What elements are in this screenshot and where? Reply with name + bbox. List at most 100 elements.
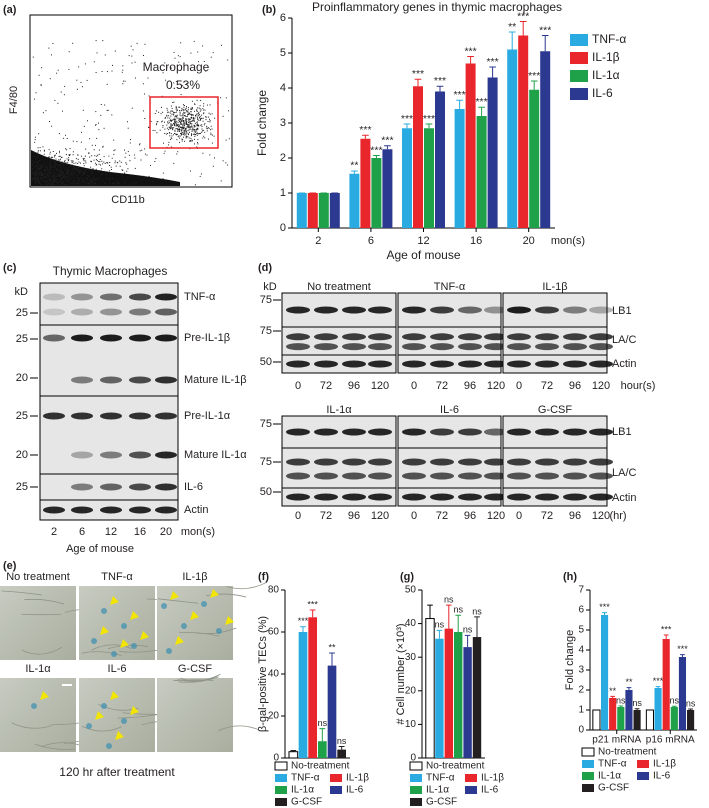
band	[71, 308, 93, 316]
arrowhead	[110, 691, 119, 700]
dot	[184, 109, 186, 111]
dot	[172, 113, 174, 115]
dot	[45, 176, 47, 178]
dot	[185, 129, 187, 131]
dot	[39, 150, 41, 152]
dot	[103, 127, 105, 129]
dot	[79, 170, 81, 172]
dot	[53, 175, 55, 177]
band	[589, 458, 613, 466]
dot	[133, 154, 135, 156]
dot	[159, 129, 161, 131]
dot	[89, 169, 91, 171]
dot	[183, 110, 185, 112]
dot	[173, 118, 175, 120]
dot	[72, 169, 74, 171]
dot	[111, 70, 113, 72]
dot	[202, 45, 204, 47]
dot	[56, 182, 58, 183]
dot	[100, 173, 102, 175]
dot	[88, 183, 89, 185]
dot	[35, 172, 37, 173]
dot	[47, 156, 49, 158]
band	[129, 506, 151, 514]
dot	[33, 155, 35, 157]
dot	[172, 134, 174, 136]
band	[100, 483, 122, 491]
blot	[39, 395, 179, 475]
dot	[51, 54, 52, 56]
dot	[39, 167, 41, 169]
dot	[35, 177, 37, 179]
band	[535, 360, 559, 368]
condition-label: IL-1β	[182, 571, 207, 583]
dot	[181, 119, 183, 121]
dot	[150, 164, 151, 166]
dot	[131, 62, 133, 64]
dot	[67, 175, 69, 177]
dot	[186, 109, 188, 111]
bar	[444, 628, 453, 758]
legend-swatch	[570, 88, 588, 100]
dot	[46, 183, 48, 185]
dot	[182, 114, 184, 116]
band	[129, 376, 151, 384]
mw-marker: 25	[16, 333, 28, 345]
dot	[75, 167, 76, 169]
panel-label: (f)	[258, 571, 269, 583]
y-tick-label: 0	[273, 753, 279, 764]
band	[71, 412, 93, 420]
dot	[52, 172, 54, 174]
dot	[200, 118, 202, 120]
dot	[174, 124, 176, 126]
dot	[54, 166, 56, 167]
legend-swatch	[581, 747, 595, 757]
dot	[113, 139, 115, 141]
dot	[194, 125, 196, 127]
error-bar	[626, 687, 632, 690]
dot	[58, 171, 60, 173]
dot	[180, 132, 182, 134]
dot	[177, 109, 178, 111]
dot	[206, 104, 208, 106]
dot	[33, 173, 35, 175]
dot	[161, 121, 163, 123]
cell-outline	[226, 582, 267, 590]
dot	[40, 169, 42, 171]
dot	[42, 164, 44, 166]
band	[484, 333, 508, 341]
y-tick-label: 40	[268, 669, 280, 680]
dot	[192, 140, 193, 142]
error-bar	[319, 728, 326, 742]
dot	[53, 178, 55, 180]
dot	[134, 167, 136, 169]
dot	[106, 178, 108, 180]
dot	[128, 154, 130, 156]
significance-label: ***	[370, 144, 382, 156]
dot	[34, 177, 35, 179]
error-bar	[290, 750, 297, 752]
lane-label: 72	[320, 510, 332, 522]
dot	[72, 164, 73, 166]
dot	[62, 164, 64, 166]
dot	[196, 99, 198, 101]
dot	[106, 162, 108, 164]
dot	[124, 172, 126, 174]
dot	[180, 123, 182, 125]
dot	[187, 126, 189, 128]
group-label: IL-1β	[542, 281, 567, 293]
dot	[203, 112, 205, 114]
band	[430, 493, 454, 501]
dot	[104, 162, 106, 164]
dot	[199, 120, 201, 121]
dot	[188, 126, 190, 127]
dot	[65, 173, 67, 175]
dot	[64, 85, 66, 87]
dot	[50, 183, 52, 185]
dot	[177, 136, 179, 138]
dot	[182, 134, 184, 135]
dot	[174, 122, 176, 124]
dot	[195, 128, 197, 130]
dot	[50, 176, 52, 178]
dot	[157, 178, 159, 180]
